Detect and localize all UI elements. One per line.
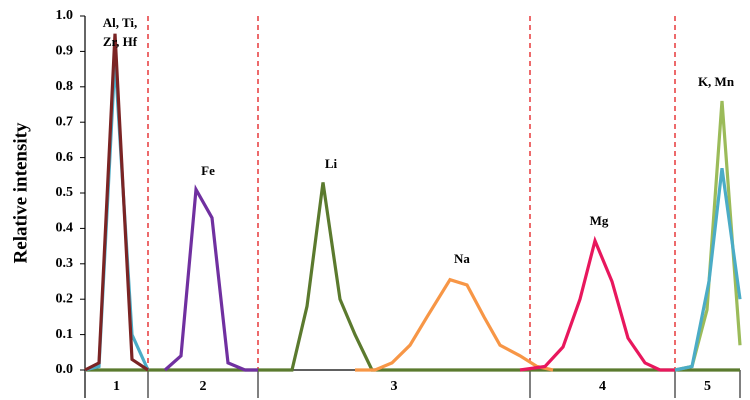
y-tick-label: 0.8 xyxy=(56,79,74,94)
annotation: Li xyxy=(325,156,338,171)
annotation: K, Mn xyxy=(698,74,735,89)
y-tick-label: 0.0 xyxy=(56,362,74,377)
series-line xyxy=(163,184,258,372)
annotation: Al, Ti, xyxy=(103,15,138,30)
y-tick-label: 1.0 xyxy=(56,8,74,23)
x-tick-label: 5 xyxy=(704,379,711,394)
annotation: Fe xyxy=(201,163,215,178)
y-tick-label: 0.3 xyxy=(56,256,74,271)
annotation: Mg xyxy=(590,213,609,228)
series-line xyxy=(84,33,149,372)
y-tick-label: 0.6 xyxy=(56,150,74,165)
series-line xyxy=(85,182,740,372)
x-tick-label: 2 xyxy=(200,379,207,394)
y-tick-label: 0.1 xyxy=(56,327,74,342)
y-axis-title: Relative intensity xyxy=(10,122,31,263)
x-tick-label: 3 xyxy=(391,379,398,394)
y-tick-label: 0.5 xyxy=(56,185,74,200)
annotation: Zr, Hf xyxy=(103,34,138,49)
series-line xyxy=(355,277,554,372)
x-tick-label: 1 xyxy=(113,379,120,394)
x-tick-label: 4 xyxy=(599,379,606,394)
y-tick-label: 0.7 xyxy=(56,114,74,129)
annotation: Na xyxy=(454,251,470,266)
y-tick-label: 0.4 xyxy=(56,221,74,236)
y-tick-label: 0.2 xyxy=(56,291,74,306)
series-line xyxy=(519,235,675,372)
y-tick-label: 0.9 xyxy=(56,44,74,59)
